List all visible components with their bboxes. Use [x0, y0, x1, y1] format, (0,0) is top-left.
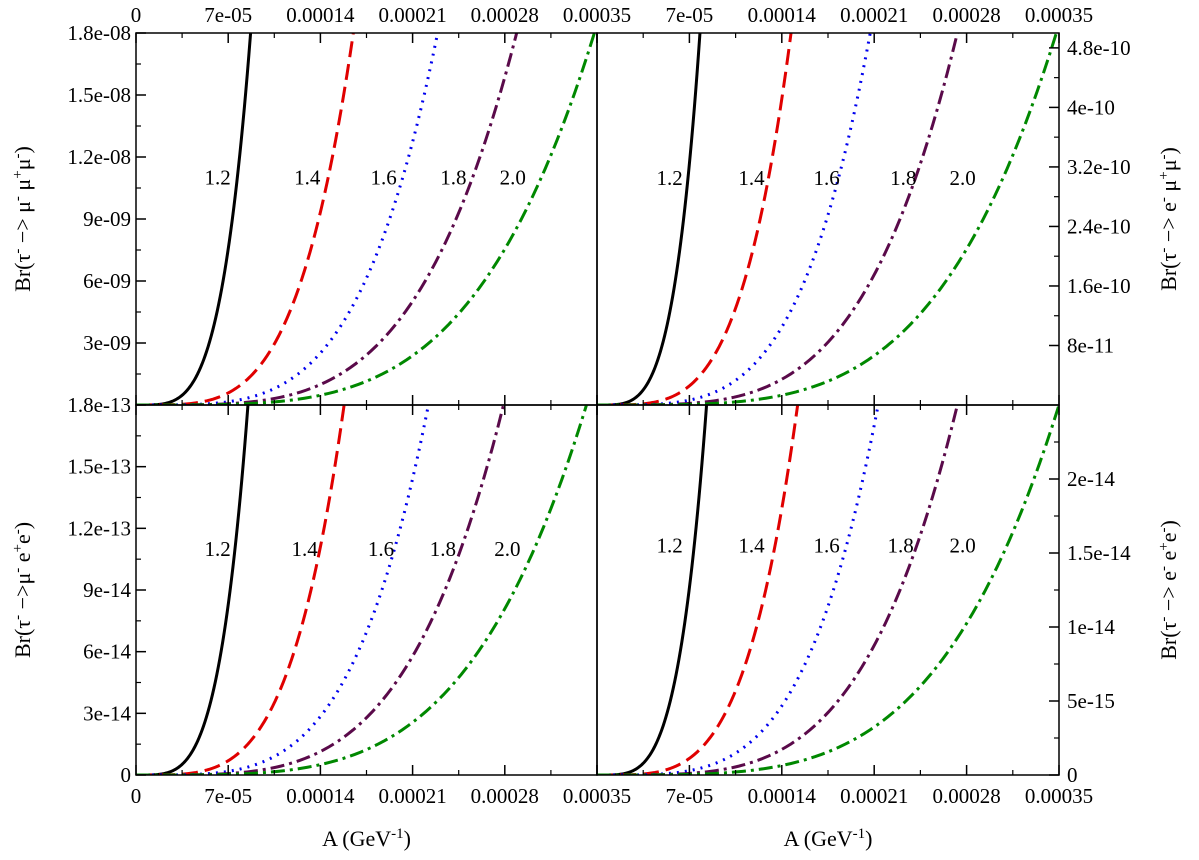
y-tick-label: 9e-14 — [83, 578, 131, 602]
curve-label-1.6: 1.6 — [368, 537, 394, 561]
series-line-1.4 — [136, 33, 355, 405]
x-axis-title: A (GeV-1) — [322, 826, 411, 851]
series-line-1.8 — [136, 33, 519, 405]
y-tick-label: 1.8e-08 — [67, 21, 131, 45]
x-tick-label-bottom: 0.00014 — [748, 784, 817, 808]
plot-frame — [596, 32, 1060, 406]
series-line-1.4 — [597, 405, 800, 775]
x-tick-label-top: 0.00035 — [1025, 3, 1093, 27]
y-axis-title: Br(τ- −> e- e+e-) — [1156, 520, 1181, 660]
y-tick-label: 1.2e-13 — [67, 516, 131, 540]
x-tick-label-bottom: 0.00035 — [1025, 784, 1093, 808]
x-tick-label-bottom: 0.00021 — [840, 784, 908, 808]
series-line-1.2 — [136, 405, 250, 775]
x-tick-label-bottom: 0.00035 — [563, 784, 631, 808]
y-tick-label: 1.5e-14 — [1067, 541, 1131, 565]
x-tick-label-top: 0.00035 — [563, 3, 631, 27]
plot-frame — [135, 32, 598, 406]
x-tick-label-top: 0.00028 — [471, 3, 539, 27]
x-tick-label-top: 0.00014 — [286, 3, 355, 27]
series-line-1.4 — [136, 405, 346, 775]
y-axis-title: Br(τ- −> e- μ+μ-) — [1156, 147, 1181, 291]
y-tick-label: 4.8e-10 — [1067, 36, 1131, 60]
y-tick-label: 0 — [121, 763, 132, 787]
curve-label-1.2: 1.2 — [656, 534, 682, 558]
y-tick-label: 3e-14 — [83, 701, 131, 725]
y-tick-label: 2e-14 — [1067, 467, 1115, 491]
y-axis-title: Br(τ- −> μ- μ+μ-) — [10, 146, 35, 292]
series-line-2.0 — [597, 405, 1059, 775]
y-tick-label: 5e-15 — [1067, 689, 1115, 713]
x-tick-label-top: 0.00021 — [840, 3, 908, 27]
x-tick-label-bottom: 0.00028 — [471, 784, 539, 808]
x-tick-label-bottom: 0.00014 — [286, 784, 355, 808]
curve-label-1.4: 1.4 — [294, 166, 321, 190]
y-tick-label: 3.2e-10 — [1067, 155, 1131, 179]
curve-label-2.0: 2.0 — [950, 166, 976, 190]
x-axis-title: A (GeV-1) — [784, 826, 873, 851]
y-axis-title: Br(τ- −>μ- e+e-) — [10, 522, 35, 658]
x-tick-label-top: 0.00021 — [378, 3, 446, 27]
curve-label-1.8: 1.8 — [430, 537, 456, 561]
curve-label-1.4: 1.4 — [738, 534, 765, 558]
curve-label-1.8: 1.8 — [440, 166, 466, 190]
curve-label-2.0: 2.0 — [950, 534, 976, 558]
series-line-1.8 — [597, 405, 959, 775]
x-tick-label-bottom: 0 — [131, 784, 142, 808]
x-tick-label-bottom: 0.00028 — [932, 784, 1000, 808]
y-tick-label: 1e-14 — [1067, 615, 1115, 639]
curve-label-1.6: 1.6 — [814, 534, 840, 558]
curves — [136, 33, 596, 405]
curve-label-2.0: 2.0 — [500, 166, 526, 190]
series-line-2.0 — [597, 33, 1058, 405]
x-tick-label-top: 0.00014 — [748, 3, 817, 27]
y-tick-label: 6e-14 — [83, 640, 131, 664]
y-tick-label: 3e-09 — [83, 331, 131, 355]
y-tick-label: 9e-09 — [83, 207, 131, 231]
series-line-1.6 — [136, 33, 440, 405]
curve-label-1.8: 1.8 — [887, 534, 913, 558]
curve-label-1.2: 1.2 — [205, 537, 231, 561]
series-line-1.2 — [136, 33, 253, 405]
panel-bottom-left: 1.2 1.4 1.6 1.8 2.0 0 3e-14 6e-14 9e-14 1.2e-13 1.… — [10, 404, 598, 787]
curve-label-1.2: 1.2 — [656, 166, 682, 190]
series-line-1.2 — [597, 33, 702, 405]
x-tick-label-top: 0.00028 — [932, 3, 1000, 27]
series-line-2.0 — [136, 33, 596, 405]
x-tick-label-top: 7e-05 — [204, 3, 252, 27]
x-tick-label-top: 0 — [131, 3, 142, 27]
series-line-1.6 — [136, 405, 430, 775]
y-tick-label: 8e-11 — [1067, 333, 1114, 357]
x-tick-label-bottom: 7e-05 — [665, 784, 713, 808]
y-tick-label: 6e-09 — [83, 269, 131, 293]
series-line-1.2 — [597, 405, 709, 775]
y-tick-label: 1.5e-13 — [67, 455, 131, 479]
curve-label-1.4: 1.4 — [291, 537, 318, 561]
y-tick-label: 2.4e-10 — [1067, 214, 1131, 238]
panel-top-right: 1.2 1.4 1.6 1.8 2.0 8e-11 1.6e-10 2.4e-10 3.2e-1… — [596, 32, 1181, 406]
curve-label-1.6: 1.6 — [814, 166, 840, 190]
y-tick-label: 1.6e-10 — [1067, 274, 1131, 298]
panel-bottom-right: 1.2 1.4 1.6 1.8 2.0 0 5e-15 1e-14 1.5e-14 2e-14 Br… — [596, 404, 1181, 787]
x-tick-label-top: 7e-05 — [665, 3, 713, 27]
curve-label-1.4: 1.4 — [738, 166, 765, 190]
x-tick-label-bottom: 0.00021 — [378, 784, 446, 808]
curve-label-1.6: 1.6 — [370, 166, 396, 190]
panel-top-left: 1.2 1.4 1.6 1.8 2.0 1.8e-13 3e-09 6e-09 9e-09 1.2… — [10, 21, 598, 417]
y-tick-label: 1.5e-08 — [67, 83, 131, 107]
y-tick-label: 4e-10 — [1067, 95, 1115, 119]
y-tick-label: 0 — [1067, 763, 1078, 787]
curve-label-1.2: 1.2 — [205, 166, 231, 190]
series-line-2.0 — [136, 405, 589, 775]
curve-label-1.8: 1.8 — [890, 166, 916, 190]
x-tick-label-bottom: 7e-05 — [204, 784, 252, 808]
series-line-1.6 — [597, 33, 872, 405]
curve-label-2.0: 2.0 — [494, 537, 520, 561]
y-tick-label: 1.2e-08 — [67, 145, 131, 169]
y-tick-label: 1.8e-13 — [67, 393, 131, 417]
curves — [597, 33, 1058, 405]
